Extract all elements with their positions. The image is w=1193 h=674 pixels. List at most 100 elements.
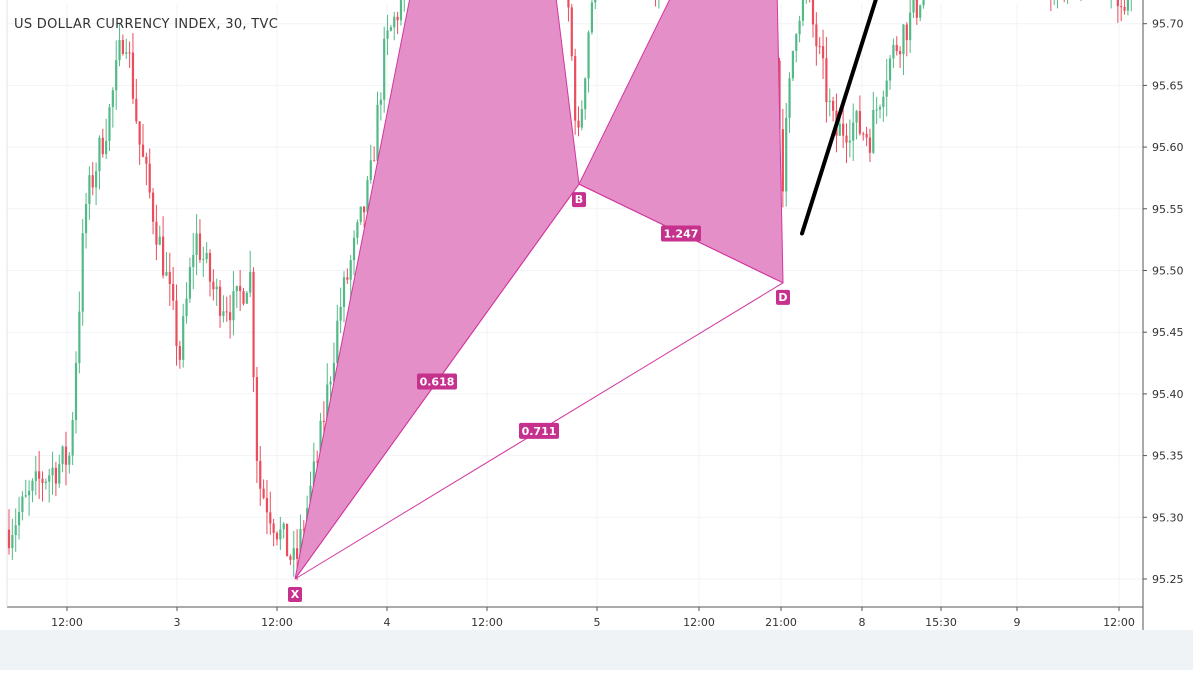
candle-up [798, 20, 801, 35]
candle-up [788, 78, 791, 118]
candle-up [580, 109, 583, 128]
candle-down [172, 283, 175, 301]
trend-arrow [800, 0, 878, 236]
candle-up [919, 5, 922, 18]
candle-up [838, 123, 841, 136]
candle-down [208, 252, 212, 282]
candle-down [54, 467, 57, 484]
candle-up [852, 122, 855, 141]
candle-down [1116, 0, 1119, 7]
chart-title: US DOLLAR CURRENCY INDEX, 30, TVC [14, 17, 278, 32]
candle-down [229, 312, 232, 321]
candle-up [17, 512, 21, 526]
candle-up [165, 271, 168, 276]
candle-up [885, 80, 888, 97]
candle-up [383, 38, 386, 100]
candle-down [225, 311, 228, 313]
time-tick-label: 8 [859, 616, 866, 629]
ratio-label: 0.618 [420, 376, 455, 389]
candle-up [88, 175, 91, 205]
candle-down [285, 523, 289, 557]
price-tick-label: 95.35 [1152, 450, 1184, 463]
candle-up [795, 34, 798, 51]
time-tick-label: 9 [1014, 616, 1021, 629]
candle-up [801, 0, 805, 21]
candle-up [902, 24, 905, 55]
footer-bar [0, 630, 1193, 670]
candle-down [269, 512, 272, 524]
candle-down [868, 137, 872, 153]
candle-up [95, 171, 98, 188]
candle-down [128, 52, 131, 54]
candle-down [574, 56, 577, 121]
candle-down [363, 206, 366, 213]
ratio-label: 0.711 [522, 425, 557, 438]
candle-up [24, 495, 27, 497]
candle-up [389, 27, 392, 31]
candle-up [74, 363, 78, 421]
candle-down [175, 300, 178, 347]
candle-up [222, 311, 225, 316]
candle-down [302, 529, 305, 531]
arrow-shaft [800, 0, 878, 236]
candle-down [1120, 6, 1123, 8]
candle-up [215, 286, 218, 290]
candle-up [185, 298, 188, 317]
time-tick-label: 12:00 [261, 616, 293, 629]
candle-down [899, 51, 902, 55]
candle-up [51, 467, 54, 476]
candle-up [379, 99, 382, 105]
candle-down [811, 0, 815, 25]
candle-down [570, 7, 573, 57]
candle-down [155, 221, 158, 245]
time-tick-label: 21:00 [765, 616, 797, 629]
candle-up [192, 254, 195, 268]
candle-down [101, 137, 104, 155]
price-tick-label: 95.50 [1152, 265, 1184, 278]
candle-up [336, 320, 339, 363]
candle-up [98, 137, 101, 172]
candle-down [162, 236, 165, 276]
candle-up [791, 50, 794, 79]
candle-up [376, 104, 379, 161]
candle-down [272, 523, 275, 533]
candle-up [84, 204, 88, 234]
candle-up [922, 0, 925, 6]
candle-up [282, 523, 285, 530]
candle-down [148, 163, 151, 193]
candle-up [584, 78, 587, 110]
candle-up [892, 44, 895, 59]
candle-up [245, 292, 248, 304]
candle-down [815, 24, 818, 47]
candle-up [349, 260, 352, 280]
candle-up [312, 461, 315, 486]
candle-down [567, 0, 570, 8]
candle-up [329, 381, 332, 385]
time-tick-label: 12:00 [1103, 616, 1135, 629]
candle-down [832, 100, 835, 111]
point-label: D [778, 291, 787, 304]
candle-down [198, 233, 202, 260]
candle-up [11, 535, 14, 549]
candle-down [842, 123, 845, 136]
candle-up [78, 311, 81, 364]
candle-up [912, 0, 915, 13]
candle-down [138, 121, 141, 145]
butterfly-pattern [294, 0, 784, 580]
candle-down [38, 471, 41, 479]
candle-up [61, 446, 64, 465]
candle-up [292, 548, 295, 560]
price-tick-label: 95.30 [1152, 511, 1184, 524]
point-label-box [776, 289, 790, 305]
candle-up [356, 221, 359, 238]
candle-down [858, 111, 861, 134]
candle-up [342, 277, 346, 307]
candle-up [182, 316, 185, 360]
price-tick-label: 95.70 [1152, 18, 1184, 31]
candle-down [91, 175, 94, 188]
candle-down [178, 346, 181, 360]
candle-up [125, 52, 128, 54]
